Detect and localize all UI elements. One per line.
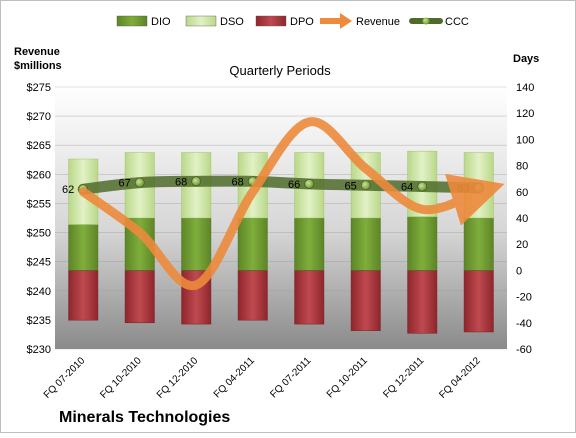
left-tick-label: $235 bbox=[27, 315, 51, 327]
chart-title: Quarterly Periods bbox=[229, 63, 331, 78]
bar-dpo bbox=[237, 270, 268, 321]
right-tick-label: 0 bbox=[516, 265, 522, 277]
left-tick-label: $260 bbox=[27, 169, 51, 181]
legend-swatch bbox=[255, 15, 287, 27]
left-tick-label: $240 bbox=[27, 286, 51, 298]
left-tick-label: $250 bbox=[27, 228, 51, 240]
bar-dio bbox=[294, 217, 325, 271]
right-axis: -60 -40 -20 0 20 40 60 80 100 120 140 bbox=[516, 82, 534, 356]
ccc-data-label: 68 bbox=[232, 176, 244, 188]
right-tick-label: 80 bbox=[516, 161, 528, 173]
legend-label: Revenue bbox=[356, 16, 400, 28]
bar-dio bbox=[407, 216, 438, 271]
left-axis-label-line2: $millions bbox=[14, 60, 62, 72]
ccc-data-label: 65 bbox=[345, 180, 357, 192]
bar-dpo bbox=[124, 270, 155, 324]
left-tick-label: $270 bbox=[27, 111, 51, 123]
legend-marker bbox=[422, 17, 430, 25]
legend-swatch bbox=[185, 15, 217, 27]
right-tick-label: 100 bbox=[516, 134, 534, 146]
ccc-point bbox=[304, 179, 315, 189]
ccc-data-label: 64 bbox=[401, 182, 413, 194]
left-tick-label: $245 bbox=[27, 257, 51, 269]
bar-dpo bbox=[294, 270, 325, 325]
right-tick-label: -20 bbox=[516, 292, 532, 304]
legend-label: DSO bbox=[220, 16, 244, 28]
bar-dpo bbox=[463, 270, 494, 333]
left-tick-label: $265 bbox=[27, 140, 51, 152]
bar-dpo bbox=[350, 270, 381, 331]
legend-item-revenue: Revenue bbox=[320, 13, 400, 29]
bar-dio bbox=[350, 217, 381, 271]
bar-dpo bbox=[407, 270, 438, 334]
legend: DIO DSO DPO Revenue CCC bbox=[116, 13, 469, 29]
ccc-data-label: 67 bbox=[119, 178, 131, 190]
left-tick-label: $275 bbox=[27, 82, 51, 94]
legend-arrowhead bbox=[340, 13, 352, 29]
legend-item-dso: DSO bbox=[185, 15, 244, 28]
legend-item-dpo: DPO bbox=[255, 15, 314, 28]
bar-dio bbox=[181, 217, 212, 271]
ccc-point bbox=[191, 176, 202, 187]
right-tick-label: 120 bbox=[516, 108, 534, 120]
bar-dio bbox=[237, 217, 268, 271]
ccc-data-label: 66 bbox=[288, 179, 300, 191]
bar-dio bbox=[68, 224, 99, 271]
legend-label: CCC bbox=[445, 16, 469, 28]
bar-dio bbox=[463, 217, 494, 271]
revenue-line bbox=[78, 117, 505, 291]
right-tick-label: 60 bbox=[516, 187, 528, 199]
legend-item-ccc: CCC bbox=[409, 16, 469, 28]
legend-label: DIO bbox=[151, 16, 171, 28]
ccc-data-label: 62 bbox=[62, 184, 74, 196]
right-tick-label: 140 bbox=[516, 82, 534, 94]
ccc-point bbox=[360, 180, 371, 191]
ccc-data-label: 68 bbox=[175, 176, 187, 188]
ccc-point bbox=[417, 181, 428, 192]
ccc-point bbox=[134, 177, 145, 188]
legend-item-dio: DIO bbox=[116, 15, 171, 28]
right-tick-label: 20 bbox=[516, 239, 528, 251]
right-tick-label: 40 bbox=[516, 213, 528, 225]
right-axis-label: Days bbox=[513, 53, 539, 65]
left-tick-label: $255 bbox=[27, 198, 51, 210]
legend-swatch bbox=[116, 15, 148, 27]
legend-label: DPO bbox=[290, 16, 314, 28]
right-tick-label: -40 bbox=[516, 318, 532, 330]
left-axis-label-line1: Revenue bbox=[14, 46, 60, 58]
left-axis: $230 $235 $240 $245 $250 $255 $260 $265 $270 $275 bbox=[27, 82, 51, 356]
company-name: Minerals Technologies bbox=[59, 409, 230, 426]
left-tick-label: $230 bbox=[27, 344, 51, 356]
right-tick-label: -60 bbox=[516, 344, 532, 356]
bar-dpo bbox=[68, 270, 99, 321]
